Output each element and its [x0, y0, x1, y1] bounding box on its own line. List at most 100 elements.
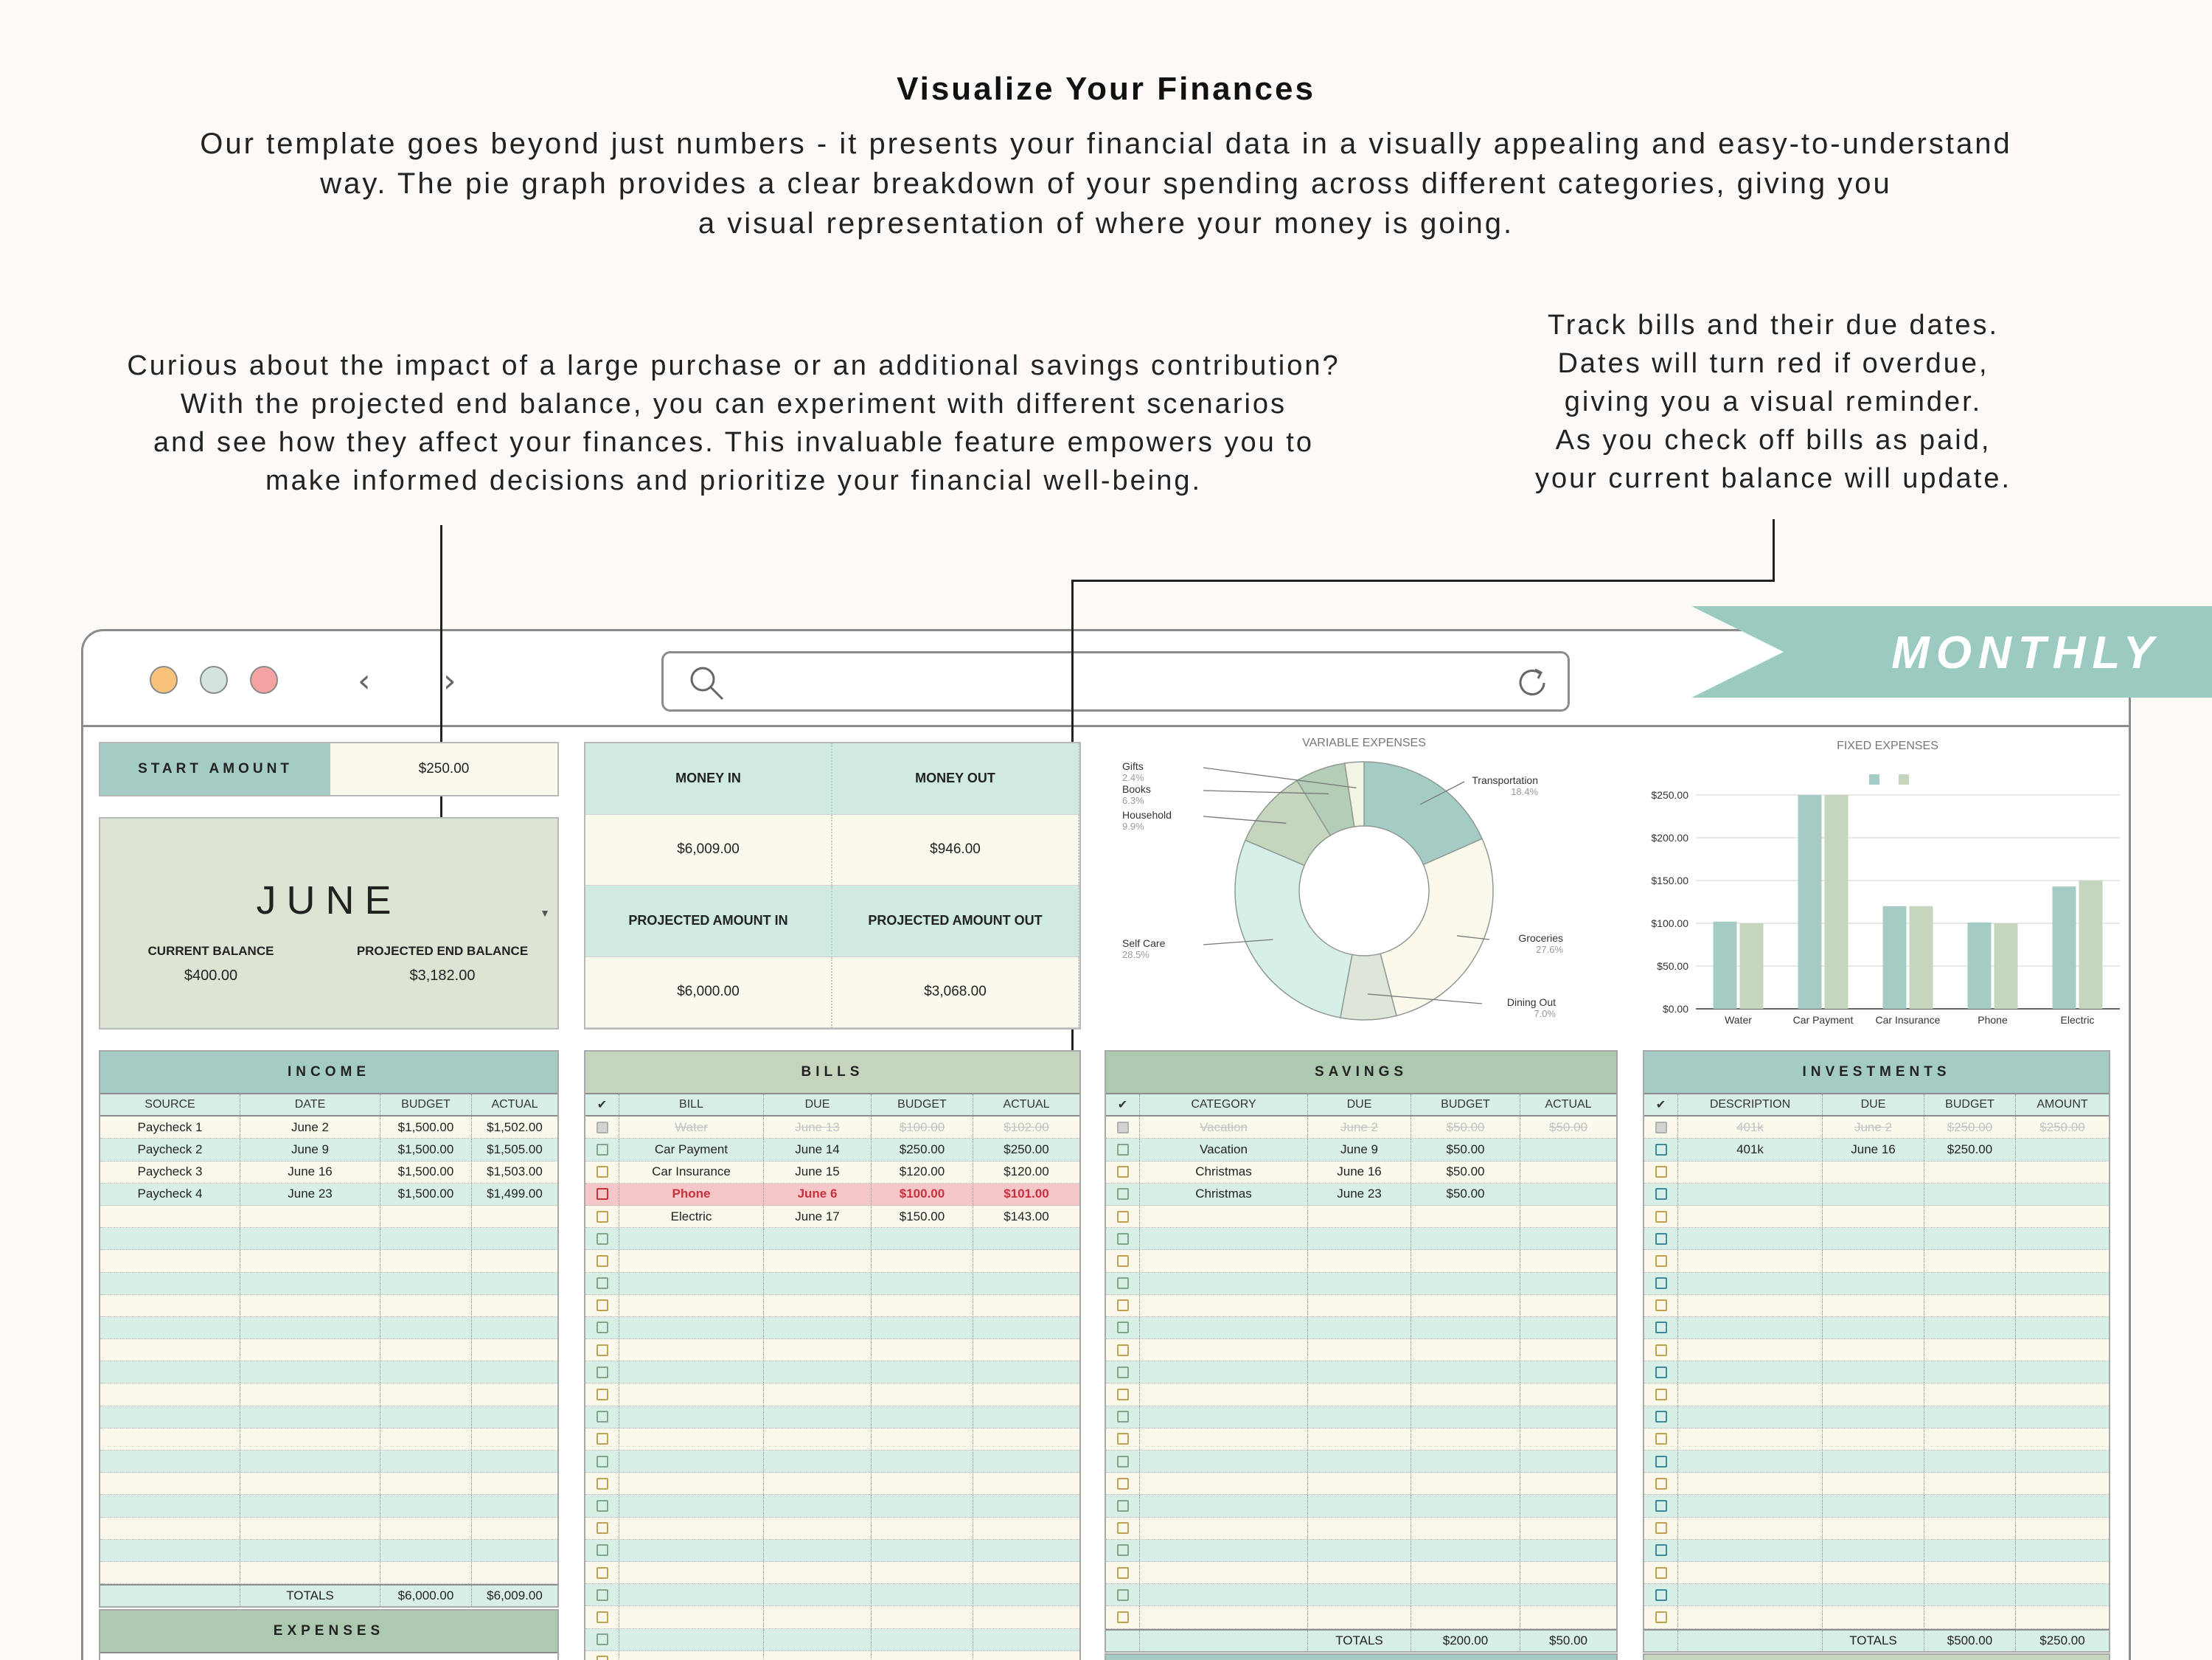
checkbox-icon[interactable] [1116, 1322, 1129, 1334]
table-row[interactable] [585, 1451, 1079, 1473]
checkbox-icon[interactable] [596, 1143, 608, 1156]
checkbox-icon[interactable] [1116, 1522, 1129, 1535]
table-row[interactable]: 401k June 2 $250.00 $250.00 [1644, 1116, 2109, 1139]
table-row[interactable]: Paycheck 3 June 16 $1,500.00 $1,503.00 [100, 1161, 557, 1184]
table-row[interactable] [100, 1205, 557, 1229]
table-row[interactable] [1106, 1539, 1616, 1562]
checkbox-icon[interactable] [596, 1366, 608, 1378]
checkbox-icon[interactable] [596, 1477, 608, 1490]
table-row[interactable] [100, 1316, 557, 1340]
table-row[interactable] [1644, 1561, 2109, 1585]
table-row[interactable] [1644, 1406, 2109, 1428]
checkbox-icon[interactable] [1655, 1344, 1667, 1356]
checkbox-icon[interactable] [1116, 1254, 1129, 1267]
checkbox-icon[interactable] [596, 1299, 608, 1312]
table-row[interactable] [585, 1250, 1079, 1273]
table-row[interactable] [1644, 1383, 2109, 1406]
table-row[interactable] [585, 1606, 1079, 1629]
checkbox-icon[interactable] [1655, 1366, 1667, 1378]
dropdown-caret-icon[interactable]: ▼ [540, 907, 550, 919]
checkbox-icon[interactable] [596, 1522, 608, 1535]
table-row[interactable] [100, 1517, 557, 1540]
checkbox-icon[interactable] [596, 1411, 608, 1423]
checkbox-icon[interactable] [1116, 1232, 1129, 1245]
table-row[interactable] [1106, 1451, 1616, 1473]
checkbox-icon[interactable] [596, 1455, 608, 1468]
checkbox-icon[interactable] [1655, 1566, 1667, 1579]
checkbox-icon[interactable] [1116, 1433, 1129, 1445]
table-row[interactable] [1644, 1272, 2109, 1295]
table-row[interactable] [585, 1339, 1079, 1362]
table-row[interactable] [1644, 1539, 2109, 1562]
table-row[interactable] [585, 1316, 1079, 1340]
table-row[interactable] [585, 1383, 1079, 1406]
refresh-icon[interactable] [1513, 664, 1551, 702]
table-row[interactable] [1644, 1495, 2109, 1518]
table-row[interactable] [1106, 1361, 1616, 1384]
table-row[interactable] [100, 1406, 557, 1428]
checkbox-icon[interactable] [1655, 1143, 1667, 1156]
table-row[interactable] [100, 1228, 557, 1251]
table-row[interactable]: Water June 13 $100.00 $102.00 [585, 1116, 1079, 1139]
checkbox-icon[interactable] [1655, 1188, 1667, 1201]
checkbox-icon[interactable] [596, 1277, 608, 1290]
checkbox-icon[interactable] [596, 1254, 608, 1267]
table-row[interactable] [1106, 1495, 1616, 1518]
checkbox-icon[interactable] [1655, 1299, 1667, 1312]
table-row[interactable] [1644, 1517, 2109, 1540]
table-row[interactable] [1106, 1383, 1616, 1406]
table-row[interactable] [585, 1294, 1079, 1317]
checkbox-icon[interactable] [1116, 1588, 1129, 1601]
table-row[interactable]: Paycheck 1 June 2 $1,500.00 $1,502.00 [100, 1116, 557, 1139]
table-row[interactable] [1106, 1406, 1616, 1428]
table-row[interactable] [1106, 1272, 1616, 1295]
checkbox-icon[interactable] [1116, 1455, 1129, 1468]
table-row[interactable] [100, 1250, 557, 1273]
checkbox-icon[interactable] [1655, 1254, 1667, 1267]
table-row[interactable] [1106, 1561, 1616, 1585]
checkbox-icon[interactable] [1116, 1299, 1129, 1312]
table-row[interactable] [1106, 1316, 1616, 1340]
minimize-light-icon[interactable] [150, 666, 178, 694]
checkbox-icon[interactable] [1116, 1277, 1129, 1290]
checkbox-icon[interactable] [1655, 1544, 1667, 1557]
table-row[interactable] [100, 1361, 557, 1384]
maximize-light-icon[interactable] [200, 666, 228, 694]
search-icon[interactable] [687, 664, 726, 702]
table-row[interactable] [100, 1473, 557, 1496]
checkbox-icon[interactable] [1655, 1477, 1667, 1490]
checkbox-icon[interactable] [596, 1210, 608, 1223]
checkbox-icon[interactable] [1655, 1588, 1667, 1601]
checkbox-icon[interactable] [596, 1588, 608, 1601]
search-input[interactable] [661, 651, 1570, 712]
checkbox-icon[interactable] [596, 1344, 608, 1356]
table-row[interactable] [585, 1584, 1079, 1607]
month-selector[interactable]: JUNE [256, 878, 402, 923]
checkbox-icon[interactable] [1116, 1566, 1129, 1579]
close-light-icon[interactable] [250, 666, 278, 694]
table-row[interactable] [1644, 1205, 2109, 1229]
checkbox-icon[interactable] [1116, 1366, 1129, 1378]
table-row[interactable] [1106, 1517, 1616, 1540]
table-row[interactable] [585, 1406, 1079, 1428]
table-row[interactable] [1644, 1473, 2109, 1496]
table-row[interactable] [1106, 1228, 1616, 1251]
table-row[interactable]: Vacation June 9 $50.00 [1106, 1139, 1616, 1161]
checkbox-icon[interactable] [1655, 1166, 1667, 1178]
checkbox-icon[interactable] [596, 1166, 608, 1178]
table-row[interactable] [1106, 1250, 1616, 1273]
checkbox-icon[interactable] [1116, 1344, 1129, 1356]
table-row[interactable] [585, 1361, 1079, 1384]
checkbox-icon[interactable] [596, 1499, 608, 1512]
checkbox-icon[interactable] [1655, 1277, 1667, 1290]
checkbox-icon[interactable] [1116, 1411, 1129, 1423]
back-arrow-icon[interactable]: ‹ [358, 662, 371, 700]
table-row[interactable]: Car Payment June 14 $250.00 $250.00 [585, 1139, 1079, 1161]
checkbox-icon[interactable] [596, 1433, 608, 1445]
table-row[interactable] [585, 1495, 1079, 1518]
table-row[interactable] [1106, 1584, 1616, 1607]
checkbox-icon[interactable] [1655, 1121, 1667, 1133]
checkbox-icon[interactable] [1116, 1389, 1129, 1401]
table-row[interactable]: 401k June 16 $250.00 [1644, 1139, 2109, 1161]
checkbox-icon[interactable] [1655, 1499, 1667, 1512]
